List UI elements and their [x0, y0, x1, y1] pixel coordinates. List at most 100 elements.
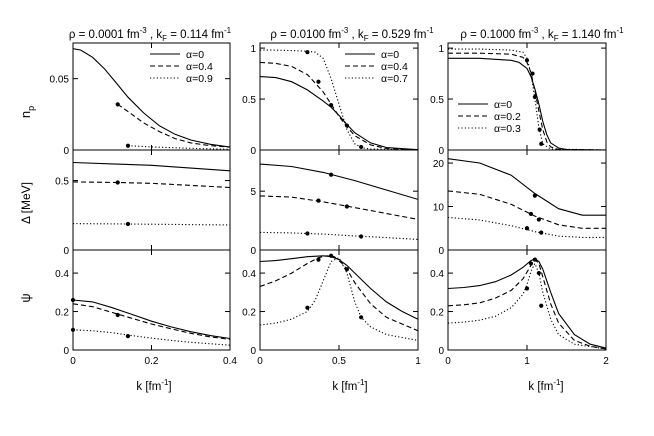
- y-tick-label: 0.5: [55, 177, 69, 188]
- y-tick-label: 20: [433, 159, 445, 170]
- row-label-delta: Δ [MeV]: [19, 182, 33, 224]
- series-line-dotted: [448, 262, 606, 350]
- panel-frame: [259, 249, 419, 351]
- column-title-1: ρ = 0.0001 fm-3 , kF = 0.114 fm-1: [69, 26, 232, 43]
- column-title-3: ρ = 0.1000 fm-3 , kF = 1.140 fm-1: [460, 26, 624, 43]
- y-tick-label: 0.2: [430, 308, 444, 319]
- series-line-dashed: [117, 103, 230, 148]
- data-marker: [329, 172, 334, 177]
- series-line-dotted: [260, 231, 418, 240]
- panel-np-col3: 0 0.5 1 α=0α=0.2α=0.3: [430, 42, 607, 157]
- y-tick-label: 0: [250, 146, 256, 157]
- data-marker: [532, 257, 538, 262]
- y-tick-label: 0: [250, 246, 256, 257]
- data-marker: [530, 71, 535, 76]
- data-marker: [316, 198, 321, 203]
- y-tick-label: 0: [438, 346, 444, 357]
- series-line-dashed: [260, 255, 418, 332]
- x-axis-label-3: k [fm-1]: [528, 378, 563, 393]
- data-marker: [344, 267, 349, 272]
- data-marker: [359, 144, 364, 150]
- y-tick-label: 0.4: [55, 269, 69, 280]
- data-marker: [539, 303, 544, 308]
- x-tick-label: 1: [415, 356, 421, 367]
- series-line-dotted: [260, 49, 418, 150]
- data-marker: [115, 102, 120, 107]
- x-axis-label-1: k [fm-1]: [136, 378, 171, 393]
- data-marker: [305, 305, 310, 310]
- data-marker: [115, 180, 120, 185]
- data-marker: [344, 204, 349, 209]
- panel-delta-col1: 00.5: [55, 149, 231, 257]
- y-tick-label: 5: [250, 187, 256, 198]
- y-tick-label: 0.2: [242, 308, 256, 319]
- series-line-dashed: [448, 52, 606, 150]
- data-marker: [70, 297, 76, 303]
- data-marker: [528, 261, 534, 266]
- panel-delta-col3: 0 10 20: [433, 149, 607, 257]
- series-line-dashed: [448, 258, 606, 350]
- data-marker: [524, 58, 530, 63]
- x-tick-label: 0.4: [223, 356, 237, 367]
- series-line-dotted: [260, 256, 418, 341]
- data-marker: [125, 143, 131, 148]
- series-line-solid: [73, 299, 230, 340]
- y-tick-label: 0: [438, 146, 444, 157]
- y-tick-label: 10: [433, 203, 445, 214]
- x-tick-label: 0.5: [332, 356, 346, 367]
- x-tick-label: 2: [603, 356, 609, 367]
- panel-psi-col2: 0 0.2 0.4 0 0.5 1: [242, 249, 421, 367]
- column-titles: ρ = 0.0001 fm-3 , kF = 0.114 fm-1 ρ = 0.…: [69, 26, 624, 43]
- data-marker: [536, 217, 541, 222]
- series-line-dashed: [448, 190, 606, 229]
- data-marker: [524, 226, 530, 231]
- x-tick-label: 1: [524, 356, 530, 367]
- row-label-psi: ψ: [18, 293, 33, 302]
- data-marker: [305, 50, 310, 55]
- y-tick-label: 0: [63, 346, 69, 357]
- x-tick-label: 0: [70, 356, 76, 367]
- data-marker: [329, 253, 334, 258]
- y-tick-label: 0.2: [55, 308, 69, 319]
- panel-frame: [72, 42, 231, 151]
- y-tick-label: 0: [438, 246, 444, 257]
- series-line-dotted: [73, 223, 230, 226]
- panel-np-col1: 0 0.05 α=0α=0.4α=0.9: [50, 42, 231, 157]
- series-line-solid: [73, 161, 230, 172]
- row-label-np: np: [18, 106, 36, 118]
- data-marker: [125, 221, 131, 227]
- legend-label: α=0: [381, 49, 399, 61]
- data-marker: [532, 193, 538, 198]
- legend-label: α=0.4: [381, 61, 408, 73]
- legend-label: α=0.4: [186, 61, 213, 73]
- data-marker: [537, 127, 542, 132]
- legend-label: α=0.9: [186, 73, 213, 85]
- data-marker: [539, 230, 544, 235]
- series-line-dotted: [127, 145, 230, 150]
- row-labels: np Δ [MeV] ψ: [18, 106, 36, 303]
- series-line-dashed: [260, 195, 418, 220]
- y-tick-label: 0.4: [242, 269, 256, 280]
- panel-delta-col2: 05: [250, 149, 419, 257]
- data-marker: [536, 270, 541, 276]
- series-line-solid: [260, 76, 418, 150]
- data-marker: [316, 257, 321, 262]
- panel-psi-col3: 0 0.2 0.4 0 1 2: [430, 249, 609, 367]
- data-marker: [359, 315, 364, 320]
- x-axis-label-2: k [fm-1]: [332, 378, 367, 393]
- y-tick-label: 0.5: [242, 95, 256, 106]
- series-line-dotted: [73, 329, 230, 346]
- panel-psi-col1: 0 0.2 0.4 0 0.2 0.4: [55, 249, 237, 367]
- data-marker: [532, 94, 538, 100]
- legend-label: α=0.7: [381, 73, 408, 85]
- series-line-dotted: [448, 216, 606, 238]
- legend-label: α=0: [186, 49, 204, 61]
- data-marker: [528, 211, 534, 217]
- series-line-dotted: [448, 48, 606, 150]
- legend-label: α=0.3: [494, 123, 521, 135]
- x-tick-label: 0.2: [145, 356, 159, 367]
- y-tick-label: 1: [250, 44, 256, 55]
- series-line-solid: [73, 48, 230, 148]
- panel-np-col2: 0 0.5 1 α=0α=0.4α=0.7: [242, 42, 419, 157]
- series-line-dashed: [73, 303, 230, 340]
